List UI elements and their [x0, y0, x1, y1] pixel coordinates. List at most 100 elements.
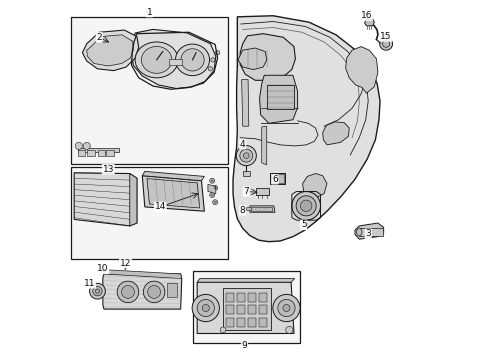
Circle shape: [210, 58, 215, 62]
Bar: [237, 318, 244, 327]
Circle shape: [93, 287, 102, 296]
Text: 5: 5: [300, 220, 306, 229]
Bar: [259, 318, 266, 327]
Text: 3: 3: [365, 229, 370, 238]
Polygon shape: [74, 173, 137, 226]
Bar: [247, 318, 255, 327]
Bar: [225, 305, 233, 315]
Polygon shape: [238, 48, 266, 69]
Bar: [272, 176, 278, 181]
Text: 9: 9: [241, 341, 247, 350]
Text: 1: 1: [146, 8, 152, 17]
Polygon shape: [364, 19, 373, 26]
Bar: [106, 150, 113, 156]
Text: 15: 15: [380, 32, 391, 41]
Circle shape: [95, 289, 100, 293]
Circle shape: [209, 178, 214, 183]
Polygon shape: [86, 35, 133, 66]
Polygon shape: [354, 223, 383, 239]
Text: 12: 12: [120, 259, 131, 268]
Circle shape: [291, 192, 320, 220]
Circle shape: [75, 142, 82, 149]
Polygon shape: [233, 16, 379, 242]
Ellipse shape: [175, 44, 209, 76]
Polygon shape: [104, 270, 182, 279]
Polygon shape: [82, 30, 139, 71]
Bar: [70, 167, 228, 259]
Bar: [259, 293, 266, 302]
Polygon shape: [142, 171, 204, 181]
Polygon shape: [255, 188, 268, 195]
Polygon shape: [259, 75, 297, 123]
Bar: [250, 207, 271, 211]
Bar: [259, 305, 266, 315]
Circle shape: [282, 305, 289, 312]
Bar: [237, 305, 244, 315]
Polygon shape: [197, 279, 294, 282]
Circle shape: [209, 193, 214, 198]
Ellipse shape: [141, 46, 171, 73]
Text: 7: 7: [243, 187, 249, 196]
Polygon shape: [249, 206, 274, 212]
Polygon shape: [142, 176, 204, 211]
Bar: [225, 293, 233, 302]
Ellipse shape: [135, 42, 178, 78]
Circle shape: [89, 283, 105, 299]
Circle shape: [212, 185, 217, 190]
Bar: [225, 318, 233, 327]
Bar: [359, 228, 382, 235]
Bar: [270, 173, 285, 184]
Circle shape: [83, 142, 90, 149]
Polygon shape: [345, 46, 377, 93]
Circle shape: [243, 153, 249, 158]
Bar: [98, 150, 105, 156]
Bar: [266, 85, 293, 109]
Bar: [78, 148, 119, 152]
Circle shape: [285, 326, 292, 333]
Polygon shape: [131, 30, 215, 89]
Polygon shape: [241, 80, 248, 126]
Polygon shape: [240, 34, 295, 80]
Bar: [70, 17, 228, 164]
Circle shape: [143, 281, 164, 303]
Circle shape: [300, 200, 311, 212]
Text: 14: 14: [154, 202, 165, 211]
Ellipse shape: [356, 228, 361, 236]
Polygon shape: [302, 174, 326, 199]
Text: 2: 2: [96, 33, 102, 42]
Bar: [78, 150, 85, 156]
Bar: [87, 150, 94, 156]
Polygon shape: [147, 179, 199, 208]
Circle shape: [296, 196, 316, 216]
Circle shape: [192, 294, 219, 321]
Text: 4: 4: [240, 140, 245, 149]
Bar: [169, 59, 182, 65]
Circle shape: [208, 67, 212, 71]
Circle shape: [147, 285, 160, 298]
Circle shape: [277, 300, 294, 317]
Polygon shape: [102, 274, 182, 309]
Circle shape: [236, 145, 256, 166]
Bar: [247, 305, 255, 315]
Bar: [167, 283, 177, 297]
Circle shape: [379, 37, 392, 50]
Circle shape: [272, 294, 300, 321]
Text: 13: 13: [102, 165, 114, 174]
Ellipse shape: [181, 49, 203, 71]
Bar: [192, 271, 300, 343]
Polygon shape: [207, 184, 215, 194]
Text: 10: 10: [97, 265, 108, 274]
Circle shape: [215, 50, 219, 55]
Bar: [271, 174, 284, 183]
Polygon shape: [322, 122, 348, 145]
Text: 16: 16: [360, 11, 371, 20]
Circle shape: [117, 281, 139, 303]
Text: 11: 11: [83, 279, 95, 288]
Circle shape: [121, 285, 134, 298]
Circle shape: [382, 40, 389, 47]
Bar: [246, 207, 250, 211]
Bar: [237, 293, 244, 302]
Bar: [243, 171, 249, 176]
Text: 6: 6: [271, 175, 277, 184]
Polygon shape: [197, 282, 293, 333]
